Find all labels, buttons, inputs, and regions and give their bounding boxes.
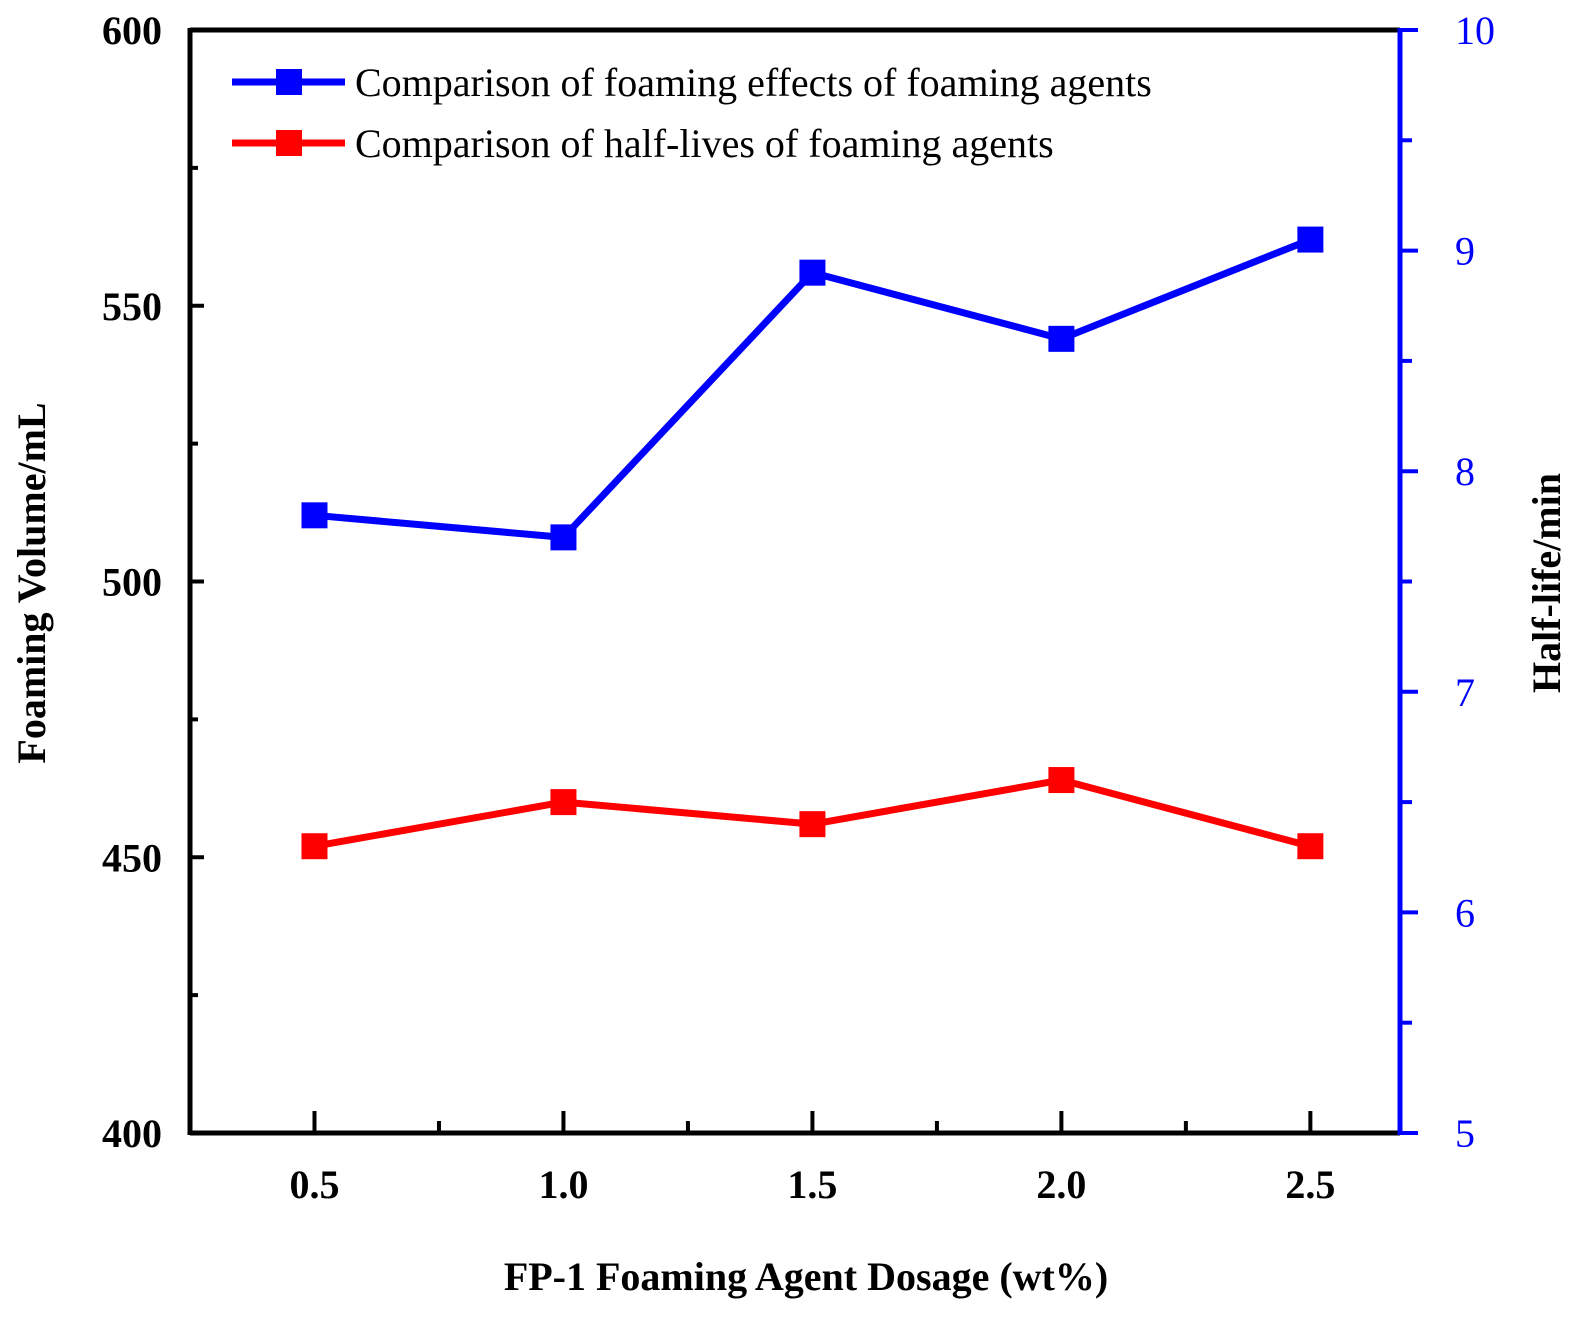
y-tick-label-right: 7 — [1455, 670, 1475, 715]
data-point — [301, 833, 328, 860]
series-layer — [301, 226, 1324, 860]
data-point — [1297, 833, 1324, 860]
y-tick-label-right: 9 — [1455, 229, 1475, 274]
axes: 400 450 500 550 600 5 6 7 8 9 10 0.5 1.0 1.5 2.0 2.5 — [102, 8, 1495, 1207]
legend-marker-foaming-volume — [276, 69, 302, 95]
x-tick-label: 1.5 — [787, 1162, 837, 1207]
data-point — [1048, 325, 1075, 352]
legend-marker-half-life — [276, 130, 302, 156]
y-tick-label-left: 400 — [102, 1111, 162, 1156]
y-tick-label-left: 450 — [102, 835, 162, 880]
legend-label-half-life: Comparison of half-lives of foaming agen… — [355, 121, 1054, 166]
x-tick-label: 2.0 — [1036, 1162, 1086, 1207]
legend-label-foaming-volume: Comparison of foaming effects of foaming… — [355, 60, 1152, 105]
x-tick-label: 0.5 — [289, 1162, 339, 1207]
data-point — [550, 789, 577, 816]
y-tick-label-left: 550 — [102, 284, 162, 329]
series-1 — [301, 767, 1324, 860]
y-tick-label-left: 600 — [102, 8, 162, 53]
y-tick-label-right: 8 — [1455, 449, 1475, 494]
y-axis-title-left: Foaming Volume/mL — [9, 402, 54, 763]
data-point — [1048, 767, 1075, 794]
data-point — [799, 259, 826, 286]
data-point — [799, 811, 826, 838]
y-tick-label-left: 500 — [102, 560, 162, 605]
data-point — [550, 524, 577, 551]
x-axis-title: FP-1 Foaming Agent Dosage (wt%) — [504, 1254, 1108, 1299]
y-tick-label-right: 5 — [1455, 1111, 1475, 1156]
y-tick-label-right: 6 — [1455, 890, 1475, 935]
x-tick-label: 2.5 — [1285, 1162, 1335, 1207]
y-tick-label-right: 10 — [1455, 8, 1495, 53]
legend: Comparison of foaming effects of foaming… — [232, 60, 1152, 166]
x-tick-label: 1.0 — [538, 1162, 588, 1207]
y-axis-title-right: Half-life/min — [1524, 473, 1569, 693]
data-point — [301, 502, 328, 529]
data-point — [1297, 226, 1324, 253]
series-0 — [301, 226, 1324, 551]
